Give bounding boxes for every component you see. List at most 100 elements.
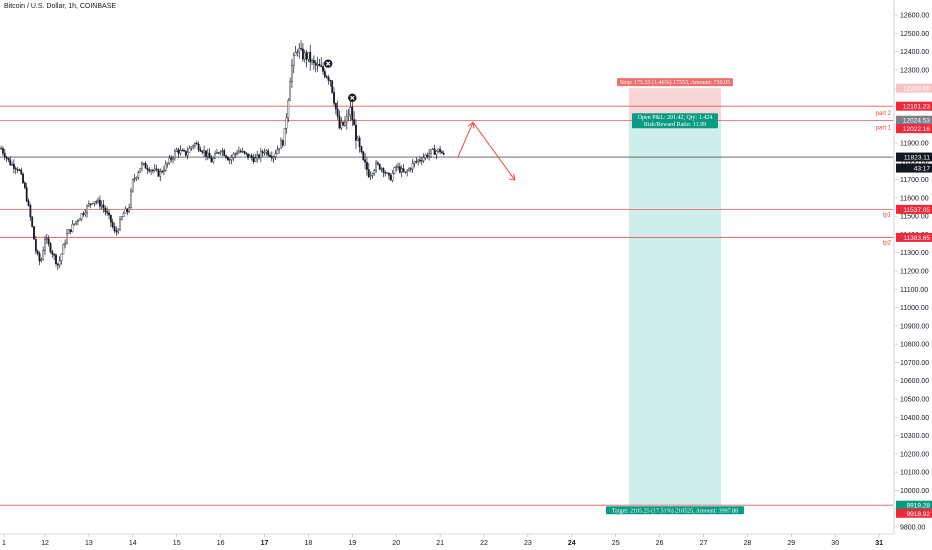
candle-body-99 bbox=[181, 150, 184, 152]
candle-body-161 bbox=[294, 51, 297, 56]
hline-label-1: part 1 bbox=[876, 126, 892, 132]
candle-body-110 bbox=[201, 151, 204, 153]
candle-body-137 bbox=[250, 155, 253, 159]
candle-body-114 bbox=[208, 152, 211, 159]
candle-body-120 bbox=[219, 151, 222, 153]
x-tick-label-15: 26 bbox=[656, 540, 664, 547]
price-tag-9: 9918.92 bbox=[907, 511, 931, 518]
candle-body-54 bbox=[98, 199, 101, 207]
candle-body-59 bbox=[108, 212, 110, 216]
x-tick-label-14: 25 bbox=[612, 540, 620, 547]
x-tick-label-10: 21 bbox=[436, 540, 444, 547]
candle-body-56 bbox=[102, 204, 105, 209]
candle-body-168 bbox=[307, 51, 310, 60]
hline-label-0: part 2 bbox=[876, 111, 892, 117]
candle-body-160 bbox=[292, 54, 295, 66]
hline-label-3: tp2 bbox=[883, 240, 892, 246]
price-tag-1: 12101.23 bbox=[903, 104, 930, 111]
target-zone bbox=[628, 120, 722, 506]
candle-body-29 bbox=[53, 254, 56, 256]
candle-body-18 bbox=[33, 226, 35, 240]
candle-body-31 bbox=[56, 263, 59, 266]
x-tick-label-5: 16 bbox=[217, 540, 225, 547]
candle-body-60 bbox=[109, 214, 112, 223]
candle-body-169 bbox=[309, 51, 312, 63]
candle-body-158 bbox=[289, 81, 292, 101]
pnl-label-2: Risk/Reward Ratio: 11.99 bbox=[644, 122, 706, 128]
candle-body-100 bbox=[183, 150, 185, 152]
candle-body-224 bbox=[409, 168, 412, 170]
candle-body-19 bbox=[34, 239, 37, 252]
candle-body-173 bbox=[316, 64, 319, 66]
x-tick-label-16: 27 bbox=[700, 540, 708, 547]
y-tick-label-15: 11100.00 bbox=[900, 287, 928, 294]
candle-body-213 bbox=[389, 175, 392, 181]
y-tick-label-13: 11300.00 bbox=[900, 250, 929, 257]
y-tick-label-10: 11600.00 bbox=[900, 195, 929, 202]
candle-body-147 bbox=[269, 155, 271, 157]
candle-body-26 bbox=[47, 238, 50, 244]
candle-body-188 bbox=[344, 121, 346, 126]
x-tick-label-19: 30 bbox=[831, 540, 839, 547]
candle-body-0 bbox=[0, 148, 2, 150]
price-tag-bg-6 bbox=[896, 204, 932, 214]
y-tick-label-20: 10600.00 bbox=[900, 378, 929, 385]
candle-body-130 bbox=[237, 150, 240, 154]
x-tick-label-8: 19 bbox=[348, 540, 356, 547]
x-mark-0 bbox=[325, 61, 331, 66]
candle-body-92 bbox=[168, 157, 171, 164]
candle-body-86 bbox=[157, 169, 160, 177]
candle-body-189 bbox=[345, 115, 348, 123]
candle-body-206 bbox=[377, 162, 379, 165]
candle-body-87 bbox=[159, 171, 162, 177]
pnl-label-1: Open P&L: 201.42, Qty: 1.424 bbox=[638, 115, 713, 121]
candle-body-37 bbox=[67, 229, 70, 234]
candle-body-220 bbox=[402, 168, 405, 172]
candle-body-142 bbox=[259, 151, 262, 158]
candle-body-197 bbox=[360, 146, 363, 153]
candle-body-111 bbox=[203, 150, 206, 153]
candle-body-52 bbox=[95, 201, 98, 203]
candle-body-138 bbox=[252, 157, 255, 162]
candle-body-198 bbox=[362, 151, 365, 161]
candle-body-51 bbox=[93, 201, 96, 204]
arrow-head-end bbox=[508, 173, 516, 181]
y-tick-label-25: 10100.00 bbox=[900, 470, 929, 477]
candle-body-30 bbox=[55, 254, 57, 264]
y-tick-label-17: 10900.00 bbox=[900, 323, 929, 330]
candle-body-43 bbox=[78, 218, 81, 221]
candle-body-80 bbox=[146, 168, 149, 170]
candle-body-242 bbox=[442, 153, 445, 155]
candle-body-83 bbox=[152, 169, 154, 172]
candle-body-41 bbox=[75, 221, 77, 225]
candle-body-76 bbox=[139, 168, 142, 173]
candle-body-165 bbox=[302, 48, 304, 60]
candle-body-241 bbox=[441, 151, 443, 154]
candle-body-118 bbox=[216, 152, 218, 154]
candle-body-235 bbox=[430, 149, 432, 154]
candle-body-11 bbox=[20, 169, 23, 175]
candle-body-195 bbox=[356, 137, 359, 141]
candle-body-218 bbox=[398, 166, 401, 173]
candle-body-95 bbox=[173, 151, 176, 159]
chart-title: Bitcoin / U.S. Dollar, 1h, COINBASE bbox=[4, 3, 117, 10]
x-tick-label-12: 23 bbox=[524, 540, 532, 547]
candle-body-228 bbox=[417, 159, 420, 162]
candle-body-207 bbox=[378, 163, 381, 170]
arrow-head-peak bbox=[467, 121, 475, 129]
candle-body-124 bbox=[227, 157, 229, 161]
candle-body-45 bbox=[82, 213, 85, 215]
x-tick-label-9: 20 bbox=[392, 540, 400, 547]
candle-body-153 bbox=[280, 140, 282, 149]
candle-body-214 bbox=[391, 173, 394, 181]
candle-body-219 bbox=[400, 168, 403, 173]
candle-body-133 bbox=[243, 151, 246, 153]
candle-body-75 bbox=[137, 172, 140, 178]
candle-body-159 bbox=[291, 65, 293, 83]
candle-body-230 bbox=[420, 160, 423, 162]
candle-body-3 bbox=[5, 157, 8, 159]
candle-body-10 bbox=[18, 169, 21, 171]
price-tag-bg-0 bbox=[896, 83, 932, 93]
candle-body-204 bbox=[373, 170, 376, 174]
